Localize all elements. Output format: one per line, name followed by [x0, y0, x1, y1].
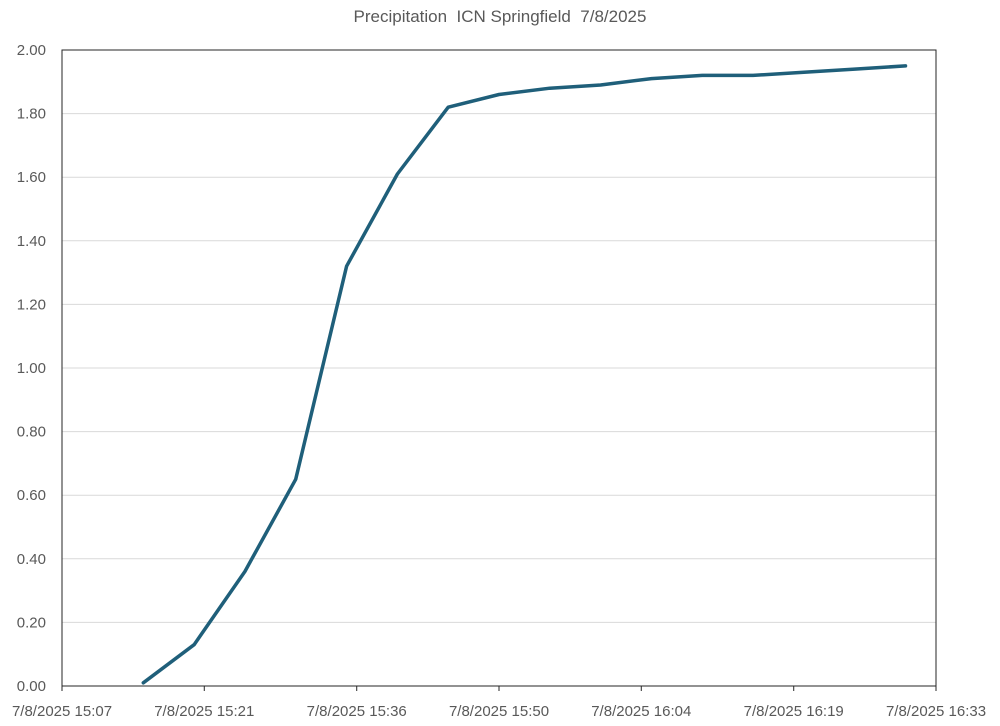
y-tick-label: 0.00 — [17, 678, 46, 695]
data-point — [548, 86, 552, 90]
x-tick-label: 7/8/2025 15:36 — [307, 703, 407, 720]
data-point — [294, 478, 297, 481]
x-tick-label: 7/8/2025 16:19 — [744, 703, 844, 720]
x-tick-label: 7/8/2025 16:04 — [591, 703, 691, 720]
series-group — [141, 64, 908, 685]
y-tick-label: 0.80 — [17, 424, 46, 441]
data-point — [345, 265, 348, 268]
x-tick-label: 7/8/2025 15:50 — [449, 703, 549, 720]
data-point — [751, 74, 755, 77]
data-point — [802, 71, 806, 74]
y-tick-label: 2.00 — [17, 42, 46, 59]
y-tick-label: 0.20 — [17, 614, 46, 631]
data-point — [904, 64, 907, 68]
data-point — [701, 74, 704, 77]
x-tick-label: 7/8/2025 15:07 — [12, 703, 112, 720]
chart-title: Precipitation ICN Springfield 7/8/2025 — [353, 7, 647, 26]
data-point — [243, 570, 247, 573]
data-point — [396, 172, 399, 176]
grid-lines — [62, 49, 936, 687]
data-point — [446, 106, 450, 109]
x-tick-label: 7/8/2025 16:33 — [886, 703, 986, 720]
data-point — [853, 67, 856, 71]
y-tick-label: 1.20 — [17, 296, 46, 313]
y-tick-label: 1.00 — [17, 360, 46, 377]
data-point — [650, 77, 653, 80]
y-axis: 0.00 0.20 0.40 0.60 0.80 1.00 1.20 1.40 1.60 1.80… — [17, 42, 46, 695]
y-tick-label: 1.60 — [17, 169, 46, 186]
y-tick-label: 0.40 — [17, 551, 46, 568]
x-axis: 7/8/2025 15:07 7/8/2025 15:21 7/8/2025 15:… — [12, 686, 986, 720]
data-point — [192, 643, 196, 646]
y-tick-label: 0.60 — [17, 487, 46, 504]
data-point — [497, 93, 501, 96]
y-tick-label: 1.40 — [17, 233, 46, 250]
x-tick-label: 7/8/2025 15:21 — [154, 703, 254, 720]
data-point — [599, 83, 602, 87]
y-tick-label: 1.80 — [17, 106, 46, 123]
series-line — [141, 64, 908, 685]
data-point — [142, 681, 145, 685]
